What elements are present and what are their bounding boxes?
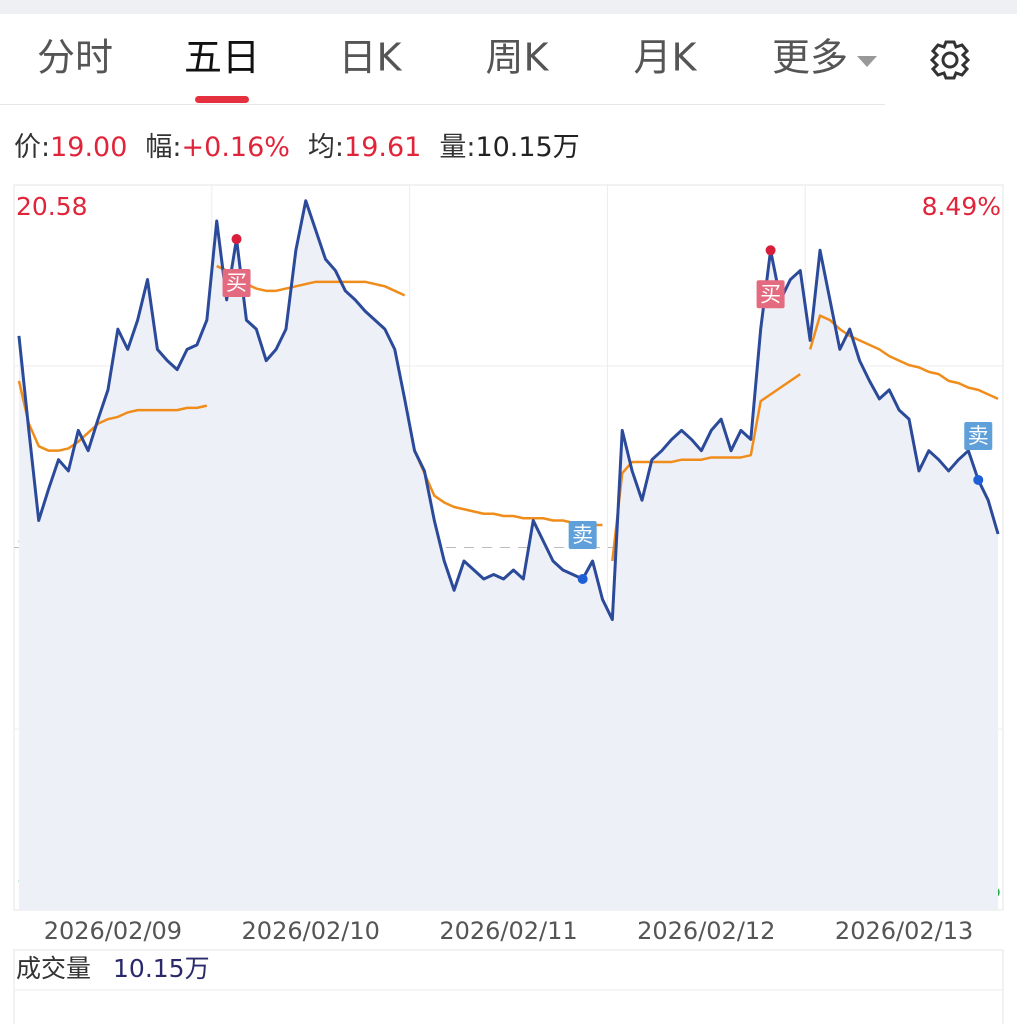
price-line: [17, 199, 1000, 622]
average-line: [17, 264, 999, 562]
tab[interactable]: 周K: [486, 36, 550, 80]
price-area: [18, 200, 999, 910]
tab[interactable]: 月K: [634, 36, 698, 80]
settings-icon[interactable]: [929, 40, 971, 80]
status-band: [0, 0, 1017, 14]
x-tick-label: 2026/02/11: [439, 917, 577, 945]
info-price-label: 价:: [14, 132, 50, 163]
info-volume: 10.15万: [475, 132, 579, 163]
signal-dot: [765, 245, 776, 256]
x-tick-label: 2026/02/13: [835, 917, 973, 945]
tab[interactable]: 日K: [339, 36, 403, 80]
signal-badge: [222, 269, 251, 298]
info-change: +0.16%: [182, 132, 290, 163]
info-price: 19.00: [50, 132, 127, 163]
volume-header: 成交量 10.15万: [16, 954, 210, 983]
signal-label: 卖: [572, 523, 593, 547]
info-avg: 19.61: [344, 132, 421, 163]
x-tick-label: 2026/02/09: [44, 917, 182, 945]
tab[interactable]: 更多: [772, 36, 848, 80]
y-tick-label: 20.58: [16, 192, 88, 221]
tab[interactable]: 五日: [184, 36, 260, 80]
signal-badge: [568, 521, 597, 550]
tab-indicator: [195, 96, 249, 103]
volume-label: 成交量: [16, 954, 91, 983]
info-change-label: 幅:: [145, 132, 181, 163]
signal-dot: [577, 574, 588, 585]
gear: [929, 40, 971, 80]
info-row: 价:19.00 幅:+0.16% 均:19.61 量:10.15万: [14, 132, 580, 163]
signal-label: 买: [226, 271, 247, 295]
info-avg-label: 均:: [308, 132, 344, 163]
signal-dot: [973, 474, 984, 485]
x-tick-label: 2026/02/10: [242, 917, 380, 945]
volume-value: 10.15万: [113, 954, 210, 983]
info-volume-label: 量:: [439, 132, 475, 163]
dropdown-arrow: [857, 56, 877, 67]
signal-badge: [756, 280, 785, 309]
signal-dot: [231, 234, 242, 245]
signal-label: 买: [760, 282, 781, 306]
gear-hole: [941, 51, 959, 69]
x-tick-label: 2026/02/12: [637, 917, 775, 945]
signal-badge: [964, 421, 993, 450]
tab[interactable]: 分时: [37, 36, 113, 80]
signal-label: 卖: [968, 424, 989, 448]
y2-tick-label: 8.49%: [922, 192, 1001, 221]
